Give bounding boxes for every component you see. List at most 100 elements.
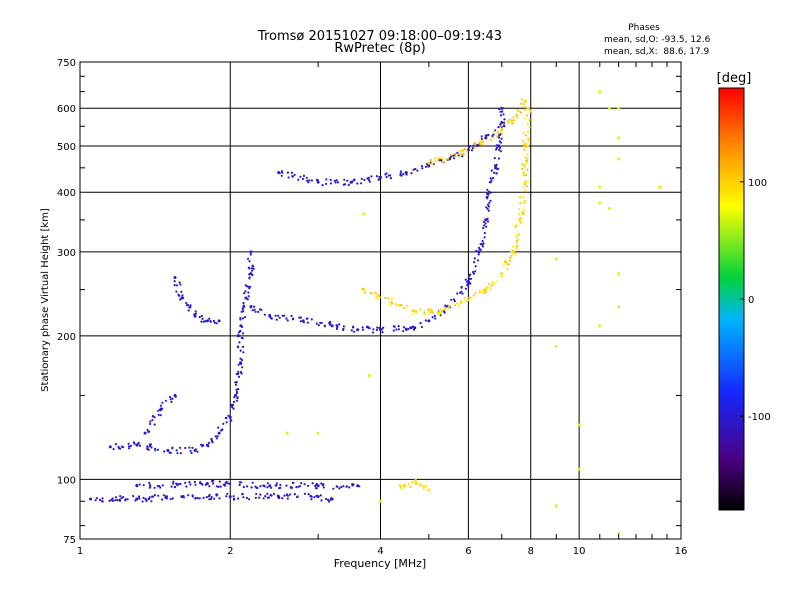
trace-dot bbox=[524, 190, 527, 193]
trace-dot bbox=[345, 485, 348, 488]
trace-dot bbox=[200, 320, 203, 323]
trace-dot bbox=[454, 152, 457, 155]
trace-dot bbox=[314, 484, 317, 488]
trace-dot bbox=[526, 114, 529, 117]
trace-dot bbox=[142, 496, 145, 499]
trace-dot bbox=[138, 497, 141, 500]
trace-dot bbox=[116, 499, 119, 502]
trace-dot bbox=[233, 396, 236, 399]
trace-dot bbox=[516, 109, 519, 112]
trace-dot bbox=[497, 157, 500, 160]
trace-dot bbox=[295, 486, 298, 489]
trace-dot bbox=[181, 294, 184, 297]
trace-dot bbox=[430, 309, 434, 312]
trace-dot bbox=[217, 485, 220, 488]
trace-dot bbox=[225, 421, 228, 424]
trace-dot bbox=[389, 177, 393, 180]
trace-dot bbox=[399, 304, 402, 307]
trace-dot bbox=[443, 306, 446, 310]
trace-dot bbox=[493, 171, 496, 174]
data-point bbox=[399, 486, 403, 490]
trace-dot bbox=[175, 284, 178, 287]
trace-dot bbox=[439, 311, 442, 314]
trace-dot bbox=[492, 177, 495, 180]
trace-dot bbox=[395, 328, 398, 331]
trace-dot bbox=[292, 317, 295, 320]
trace-dot bbox=[153, 486, 156, 489]
trace-dot bbox=[148, 496, 151, 499]
trace-dot bbox=[361, 326, 364, 329]
trace-dot bbox=[175, 290, 178, 293]
trace-dot bbox=[523, 202, 526, 205]
trace-dot bbox=[488, 286, 491, 289]
trace-dot bbox=[112, 448, 115, 451]
trace-dot bbox=[200, 482, 203, 485]
trace-dot bbox=[243, 292, 246, 295]
trace-dot bbox=[188, 446, 191, 449]
trace-dot bbox=[146, 447, 149, 451]
trace-dot bbox=[151, 419, 154, 422]
trace-dot bbox=[241, 337, 244, 340]
trace-dot bbox=[474, 270, 477, 273]
trace-dot bbox=[278, 172, 281, 175]
trace-dot bbox=[407, 482, 410, 485]
trace-dot bbox=[400, 170, 403, 173]
trace-dot bbox=[268, 313, 271, 316]
trace-dot bbox=[497, 144, 500, 147]
trace-dot bbox=[242, 351, 245, 354]
trace-dot bbox=[287, 176, 290, 179]
trace-dot bbox=[489, 191, 492, 194]
trace-dot bbox=[114, 496, 117, 499]
trace-dot bbox=[459, 150, 462, 153]
trace-dot bbox=[275, 482, 278, 485]
trace-dot bbox=[464, 278, 467, 281]
trace-dot bbox=[356, 182, 359, 185]
trace-dot bbox=[120, 497, 123, 500]
trace-dot bbox=[489, 199, 492, 202]
trace-dot bbox=[425, 484, 428, 487]
trace-dot bbox=[397, 325, 400, 328]
trace-dot bbox=[520, 221, 523, 224]
trace-dot bbox=[328, 321, 331, 325]
trace-dot bbox=[182, 296, 185, 299]
trace-dot bbox=[498, 140, 501, 143]
trace-dot bbox=[503, 118, 506, 121]
trace-dot bbox=[366, 177, 369, 180]
trace-dot bbox=[362, 328, 365, 331]
trace-dot bbox=[449, 153, 453, 157]
trace-dot bbox=[191, 495, 194, 498]
trace-dot bbox=[427, 164, 430, 168]
trace-dot bbox=[375, 328, 378, 332]
trace-dot bbox=[242, 485, 245, 489]
trace-dot bbox=[169, 395, 172, 399]
x-tick-label: 16 bbox=[675, 546, 688, 557]
trace-dot bbox=[523, 106, 526, 109]
data-point bbox=[427, 488, 431, 492]
trace-dot bbox=[490, 169, 493, 172]
trace-dot bbox=[496, 280, 499, 283]
data-point bbox=[413, 479, 417, 483]
trace-dot bbox=[244, 290, 247, 293]
trace-dot bbox=[516, 116, 519, 119]
trace-dot bbox=[235, 388, 238, 391]
data-point bbox=[367, 374, 371, 378]
data-point bbox=[89, 497, 93, 501]
trace-dot bbox=[484, 222, 487, 225]
trace-dot bbox=[514, 253, 517, 256]
trace-dot bbox=[470, 149, 474, 152]
trace-dot bbox=[377, 294, 381, 297]
y-tick-label: 200 bbox=[57, 332, 76, 343]
trace-dot bbox=[447, 306, 450, 309]
trace-dot bbox=[159, 404, 162, 407]
trace-dot bbox=[149, 420, 152, 423]
trace-dot bbox=[175, 449, 178, 452]
trace-dot bbox=[512, 119, 516, 122]
trace-dot bbox=[404, 483, 407, 486]
trace-dot bbox=[336, 181, 340, 184]
trace-dot bbox=[179, 446, 182, 449]
trace-dot bbox=[173, 280, 176, 283]
trace-dot bbox=[409, 485, 412, 488]
trace-dot bbox=[307, 484, 310, 487]
trace-dot bbox=[378, 176, 381, 179]
trace-dot bbox=[194, 497, 197, 500]
